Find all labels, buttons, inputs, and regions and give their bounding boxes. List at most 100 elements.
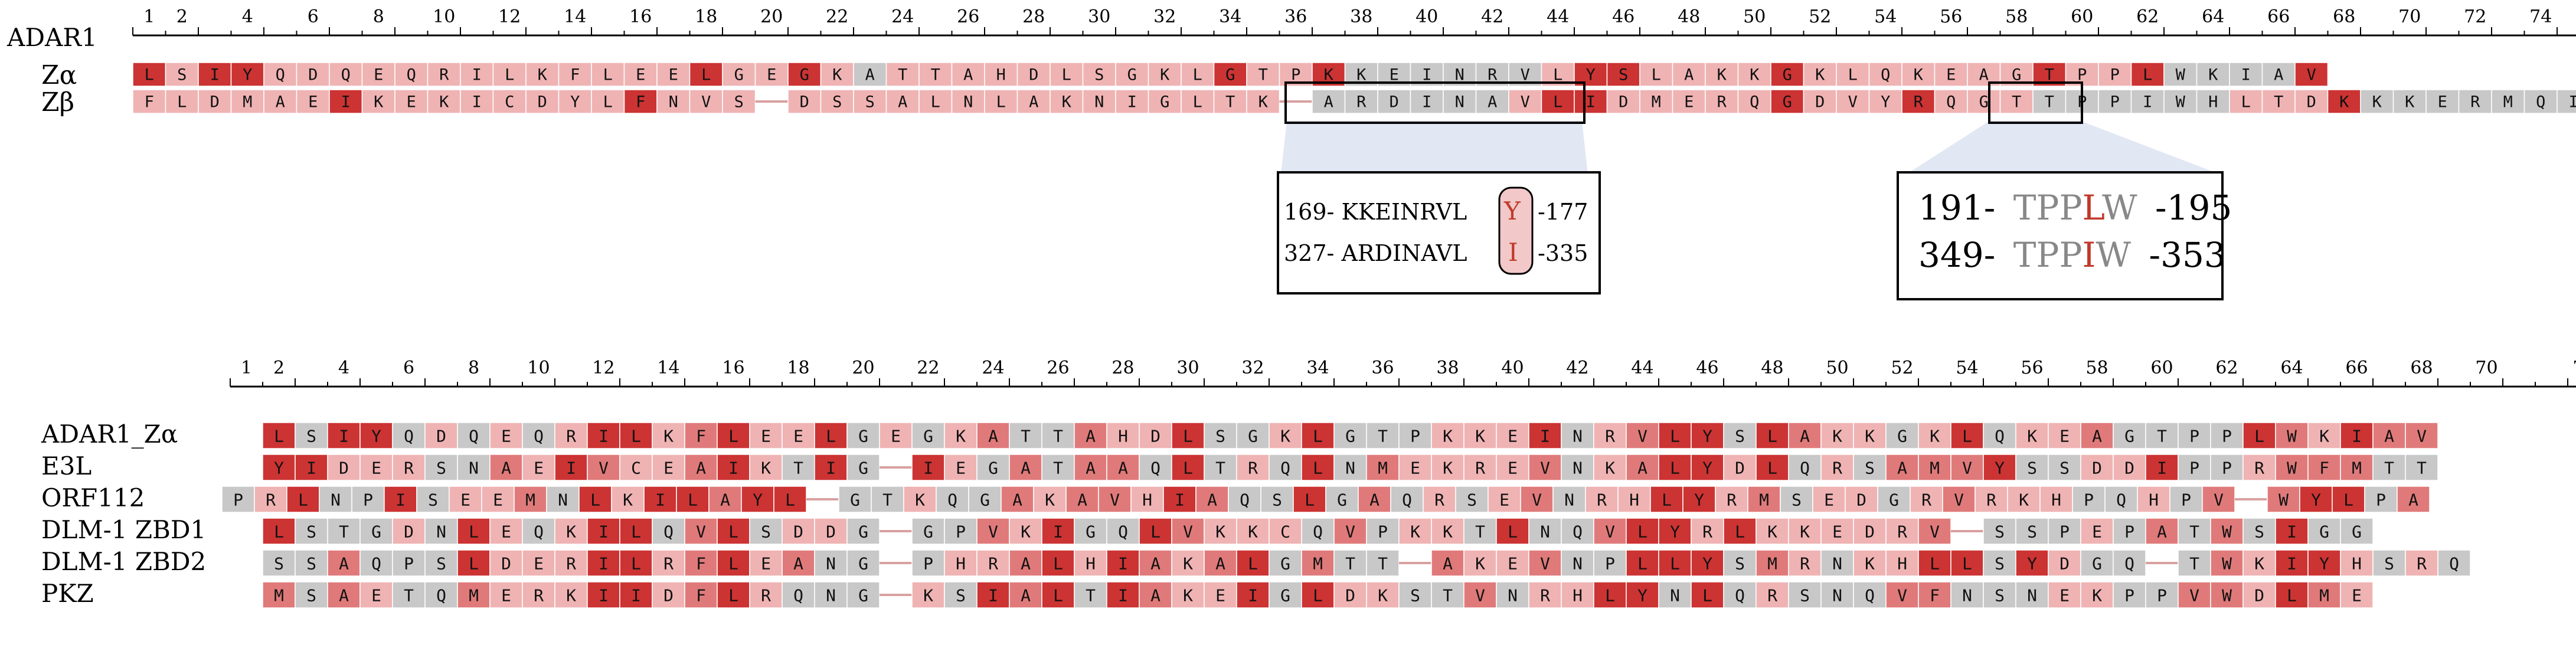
residue-letter: G — [1280, 554, 1290, 574]
residue-cell — [2405, 454, 2438, 481]
residue-letter: K — [623, 490, 633, 510]
residue-letter: A — [696, 459, 706, 478]
residue-letter: V — [2307, 66, 2316, 84]
residue-letter: L — [1313, 459, 1323, 478]
residue-letter: L — [1767, 459, 1777, 478]
residue-letter: T — [2045, 93, 2054, 112]
residue-letter: I — [339, 427, 349, 446]
residue-letter: S — [1800, 586, 1810, 606]
residue-cell — [1918, 549, 1951, 577]
residue-letter: E — [956, 459, 966, 478]
residue-letter: S — [1865, 459, 1875, 478]
residue-cell — [2210, 549, 2244, 577]
residue-letter: Q — [276, 66, 285, 84]
residue-letter: R — [1248, 459, 1258, 478]
residue-letter: K — [1021, 522, 1031, 542]
residue-letter: K — [923, 586, 933, 606]
residue-letter: L — [728, 522, 738, 542]
residue-cell — [165, 89, 199, 114]
residue-letter: A — [1021, 586, 1031, 606]
right-callout-end-2: -353 — [2149, 235, 2225, 275]
bottom-ruler: 1 2 4 6 8 10 12 14 16 18 20 22 24 26 28 30 32 34 36 38 40 42 4… — [230, 358, 2576, 388]
residue-cell — [1163, 486, 1197, 513]
ruler-tick-label: 30 — [1088, 6, 1110, 27]
top-alignment: ADAR1 1 2 4 6 8 10 12 14 16 18 20 22 24 26 28 30 32 34 36 3… — [6, 6, 2576, 300]
residue-letter: E — [1215, 586, 1225, 606]
residue-cell — [1431, 454, 1464, 481]
residue-letter: G — [1086, 522, 1096, 542]
residue-letter: V — [1962, 459, 1972, 478]
residue-letter: E — [1508, 427, 1518, 446]
residue-letter: D — [308, 66, 318, 84]
residue-letter: T — [2417, 459, 2427, 478]
residue-cell — [522, 422, 555, 449]
residue-letter: D — [1345, 586, 1355, 606]
residue-cell — [911, 581, 945, 608]
residue-letter: T — [931, 66, 940, 84]
ruler-tick-label: 64 — [2280, 358, 2303, 378]
residue-letter: P — [2124, 522, 2134, 542]
residue-letter: E — [767, 66, 776, 84]
ruler-tick-label: 46 — [1696, 358, 1718, 378]
residue-cell — [2113, 454, 2146, 481]
residue-cell — [684, 454, 718, 481]
residue-cell — [1106, 454, 1140, 481]
residue-cell — [619, 454, 653, 481]
residue-letter: E — [636, 66, 645, 84]
svg-text:191- TPPLW -19: 191- TPPLW -195 — [1918, 188, 2232, 228]
residue-letter: K — [1443, 522, 1453, 542]
residue-letter: S — [832, 93, 842, 112]
residue-letter: R — [1832, 459, 1842, 478]
residue-letter: L — [1150, 522, 1160, 542]
bottom-alignment: 1 2 4 6 8 10 12 14 16 18 20 22 24 26 28 30 32 34 36 38 40 42 4… — [41, 358, 2576, 608]
residue-letter: G — [923, 522, 933, 542]
residue-letter: G — [988, 459, 998, 478]
left-highlight-box — [1284, 81, 1586, 124]
residue-letter: N — [331, 490, 341, 510]
residue-letter: M — [243, 93, 252, 112]
residue-cell — [132, 62, 166, 87]
residue-letter: L — [631, 554, 641, 574]
residue-cell — [2275, 549, 2309, 577]
residue-letter: N — [1455, 93, 1464, 112]
residue-cell — [457, 454, 491, 481]
residue-cell — [424, 549, 458, 577]
residue-letter: N — [1573, 459, 1583, 478]
residue-letter: G — [2319, 522, 2329, 542]
residue-letter: A — [339, 586, 349, 606]
residue-letter: S — [1995, 554, 2005, 574]
residue-cell — [1606, 62, 1640, 87]
residue-cell — [1950, 422, 1984, 449]
residue-letter: V — [1475, 586, 1485, 606]
ruler-tick-label: 32 — [1153, 6, 1176, 27]
residue-letter: Y — [2319, 554, 2329, 574]
bottom-row-label: PKZ — [41, 579, 94, 608]
residue-letter: N — [1573, 427, 1583, 446]
residue-cell — [1236, 518, 1270, 545]
residue-cell — [1496, 454, 1529, 481]
residue-cell — [749, 581, 783, 608]
residue-letter: M — [1930, 459, 1940, 478]
residue-cell — [2048, 422, 2081, 449]
residue-letter: R — [1986, 490, 1996, 510]
residue-letter: D — [210, 93, 220, 112]
ruler-tick-label: 20 — [760, 6, 783, 27]
residue-letter: S — [1619, 66, 1628, 84]
residue-letter: K — [566, 586, 576, 606]
residue-cell — [1682, 486, 1716, 513]
residue-letter: R — [439, 66, 449, 84]
residue-letter: I — [2287, 522, 2297, 542]
residue-cell — [591, 62, 625, 87]
residue-letter: S — [1735, 554, 1745, 574]
residue-letter: K — [1324, 66, 1334, 84]
residue-cell — [2392, 89, 2427, 114]
residue-letter: Q — [1240, 490, 1250, 510]
residue-cell — [1074, 454, 1107, 481]
residue-cell — [2242, 422, 2276, 449]
residue-cell — [1658, 581, 1692, 608]
residue-letter: V — [1183, 522, 1193, 542]
residue-letter: S — [1410, 586, 1420, 606]
ruler-tick-label: 70 — [2398, 6, 2421, 27]
residue-cell — [1139, 454, 1172, 481]
residue-cell — [846, 422, 880, 449]
